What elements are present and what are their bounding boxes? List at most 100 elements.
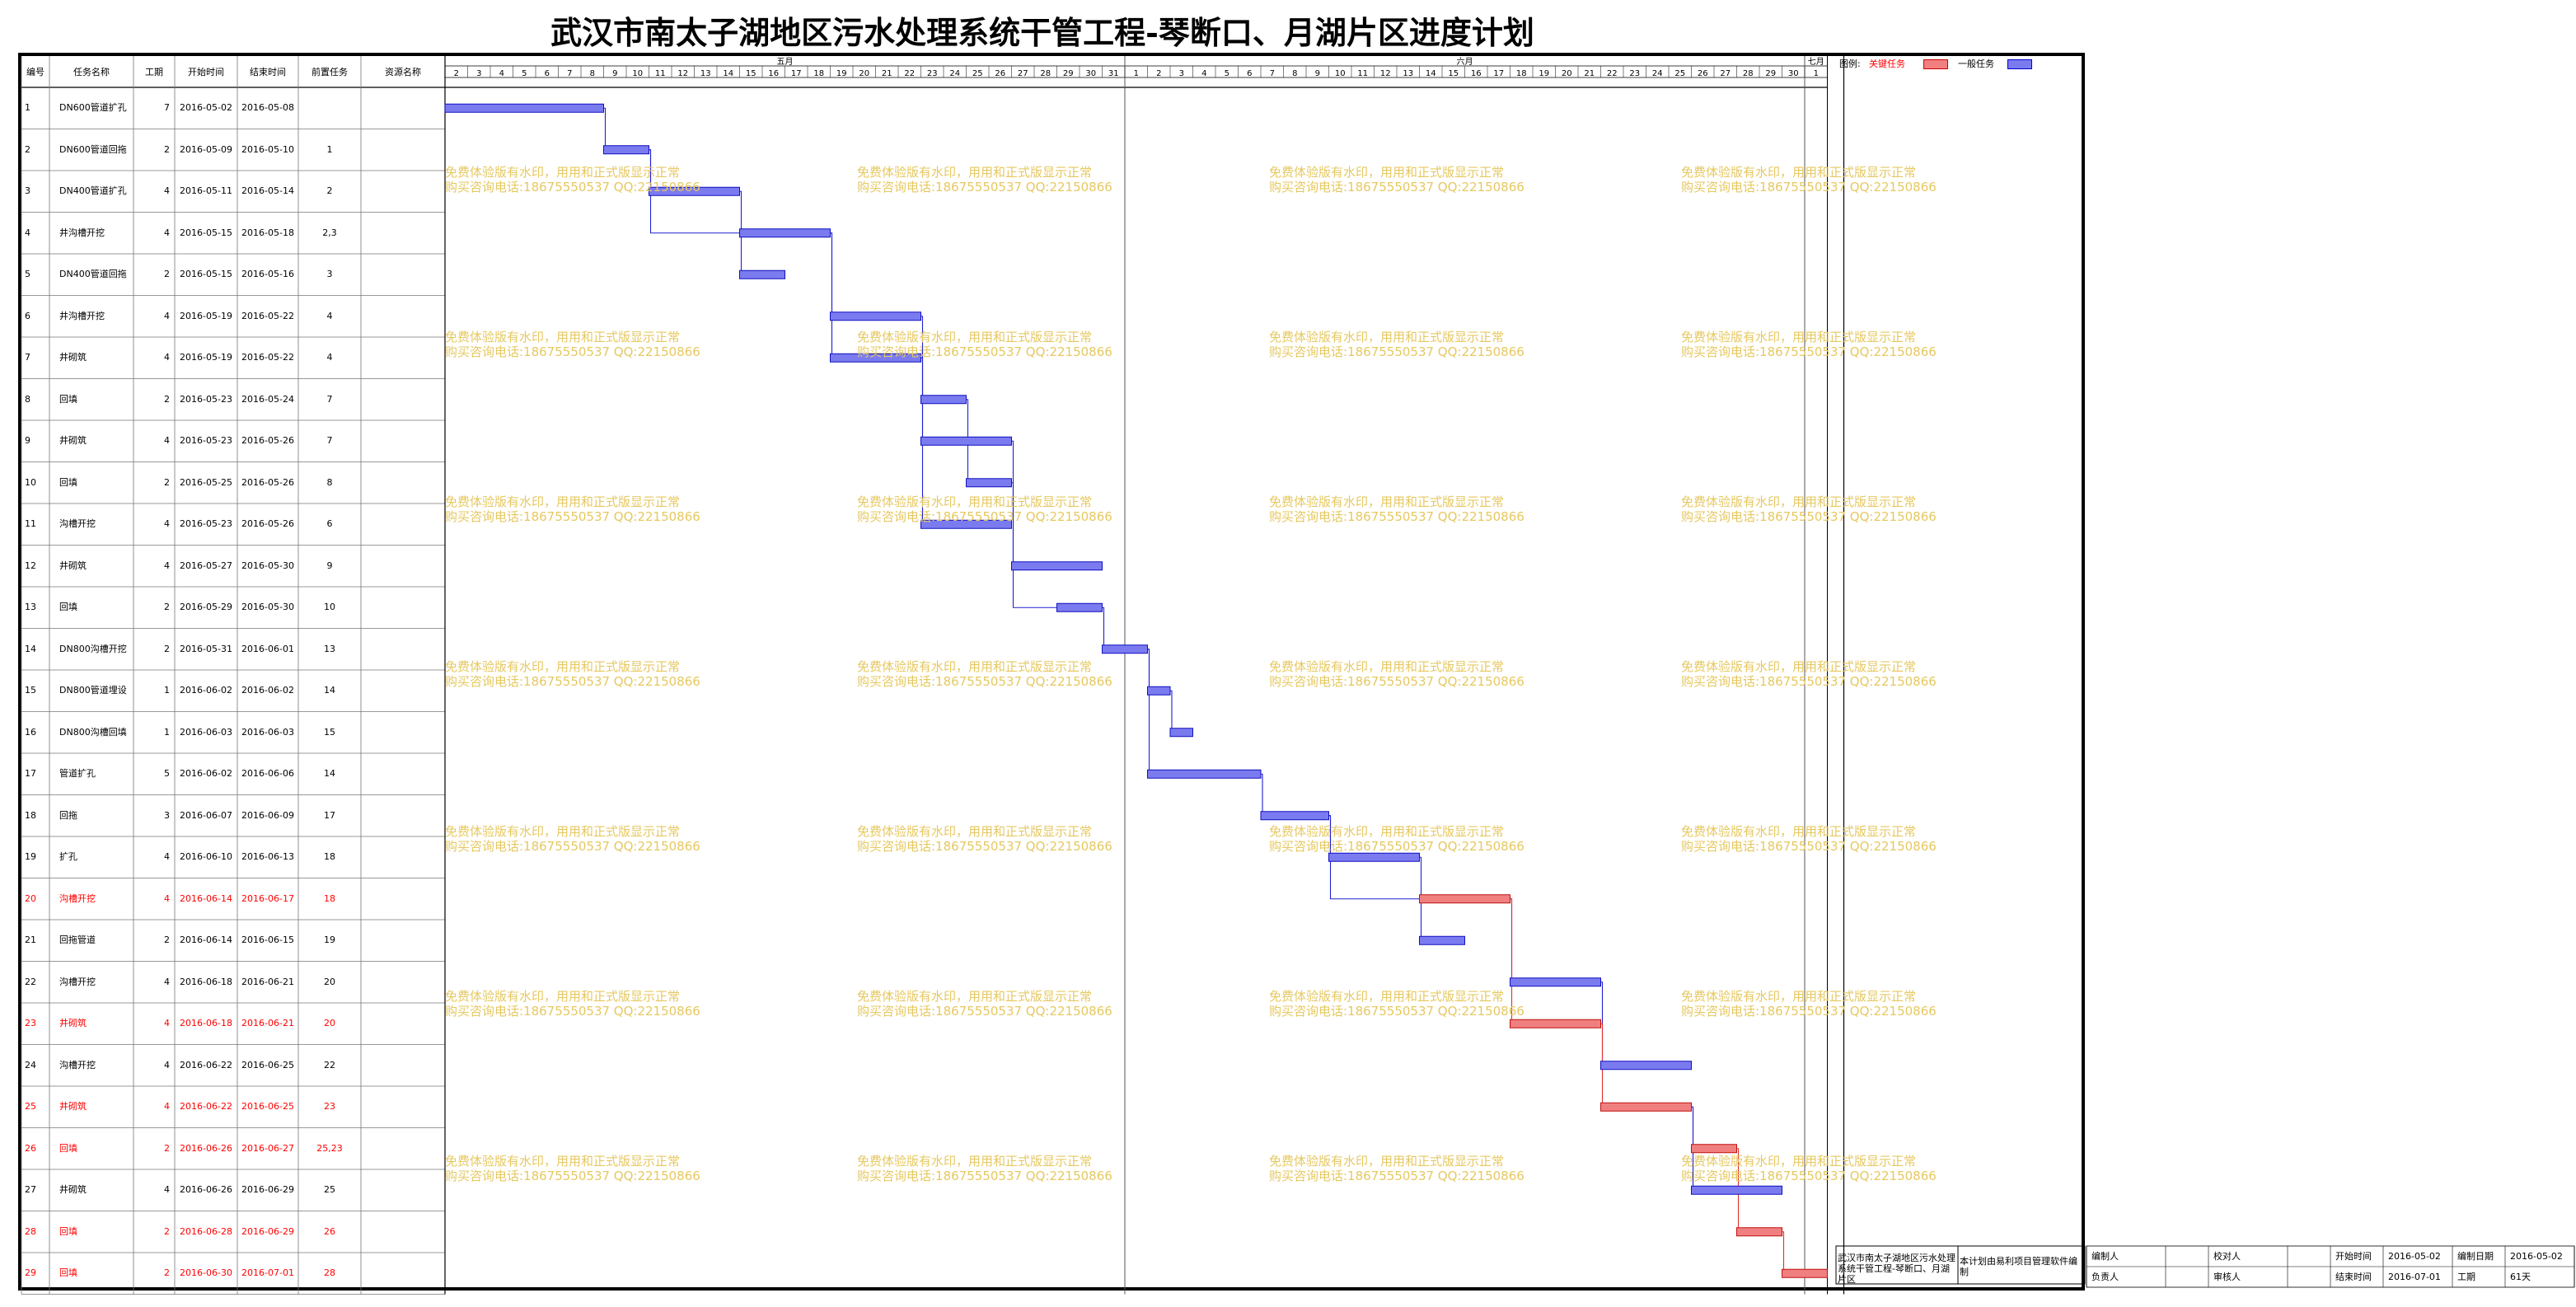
day-label: 11 <box>655 69 666 78</box>
cell-pred: 23 <box>324 1101 335 1113</box>
task-bar[interactable] <box>1419 935 1465 945</box>
day-label: 2 <box>1156 69 1161 78</box>
task-bar[interactable] <box>966 478 1012 488</box>
watermark-line-2: 购买咨询电话:18675550537 QQ:22150866 <box>1681 839 1937 854</box>
cell-pred: 25,23 <box>316 1142 343 1154</box>
task-bar[interactable] <box>1510 977 1601 987</box>
critical-task-bar[interactable] <box>1419 894 1510 904</box>
cell-name: 管道扩孔 <box>59 768 96 780</box>
task-bar[interactable] <box>649 186 740 196</box>
cell-pred: 1 <box>326 143 333 155</box>
info-project: 武汉市南太子湖地区污水处理系统干管工程-琴断口、月湖片区 <box>1838 1253 1955 1285</box>
cell-start: 2016-06-07 <box>180 809 232 821</box>
task-bar[interactable] <box>1147 686 1171 696</box>
cell-id: 19 <box>25 851 36 863</box>
task-bar[interactable] <box>444 103 604 113</box>
watermark-line-2: 购买咨询电话:18675550537 QQ:22150866 <box>1269 344 1525 359</box>
watermark-line-1: 免费体验版有水印，用用和正式版显示正常 <box>857 989 1093 1004</box>
cell-start: 2016-06-22 <box>180 1101 232 1113</box>
day-label: 2 <box>454 69 459 78</box>
cell-end: 2016-05-22 <box>241 310 294 321</box>
task-bar[interactable] <box>1600 1061 1692 1070</box>
watermark-line-1: 免费体验版有水印，用用和正式版显示正常 <box>445 989 681 1004</box>
cell-id: 28 <box>25 1225 36 1237</box>
watermark-line-1: 免费体验版有水印，用用和正式版显示正常 <box>445 165 681 180</box>
task-bar[interactable] <box>920 395 967 405</box>
watermark-text: 免费体验版有水印，用用和正式版显示正常 购买咨询电话:18675550537 QQ… <box>445 165 700 194</box>
cell-end: 2016-05-14 <box>241 185 294 197</box>
day-label: 12 <box>677 69 688 78</box>
critical-task-bar[interactable] <box>1600 1102 1692 1112</box>
day-label: 14 <box>723 69 733 78</box>
cell-name: 井砌筑 <box>59 352 87 363</box>
cell-start: 2016-06-28 <box>180 1225 232 1237</box>
dependency-link <box>1102 607 1105 650</box>
watermark-line-1: 免费体验版有水印，用用和正式版显示正常 <box>1681 824 1917 839</box>
watermark-line-1: 免费体验版有水印，用用和正式版显示正常 <box>1269 494 1505 509</box>
day-label: 7 <box>1270 69 1275 78</box>
cell-id: 11 <box>25 518 36 530</box>
day-label: 1 <box>1134 69 1139 78</box>
col-end-header: 结束时间 <box>250 67 286 77</box>
task-bar[interactable] <box>1056 602 1103 612</box>
task-bar[interactable] <box>830 353 921 363</box>
watermark-line-2: 购买咨询电话:18675550537 QQ:22150866 <box>445 180 700 194</box>
cell-end: 2016-06-01 <box>241 643 294 654</box>
task-bar[interactable] <box>1691 1185 1782 1195</box>
watermark-line-1: 免费体验版有水印，用用和正式版显示正常 <box>1681 330 1917 344</box>
cell-end: 2016-07-01 <box>241 1267 294 1279</box>
task-bar[interactable] <box>1147 769 1262 779</box>
critical-task-bar[interactable] <box>1510 1019 1601 1028</box>
critical-task-bar[interactable] <box>1736 1227 1782 1237</box>
cell-name: 井沟槽开挖 <box>59 227 105 238</box>
cell-id: 17 <box>25 768 36 780</box>
task-bar[interactable] <box>1328 852 1420 862</box>
cell-name: 井砌筑 <box>59 560 87 571</box>
task-bar[interactable] <box>739 228 831 238</box>
task-bar[interactable] <box>603 145 649 155</box>
dependency-link <box>1147 649 1150 775</box>
critical-task-bar[interactable] <box>1691 1144 1737 1154</box>
col-resource-header: 资源名称 <box>385 67 421 77</box>
task-bar[interactable] <box>830 312 921 321</box>
day-label: 28 <box>1040 69 1051 78</box>
day-label: 23 <box>1629 69 1640 78</box>
cell-pred: 6 <box>326 518 333 530</box>
task-bar[interactable] <box>739 269 785 279</box>
cell-dur: 2 <box>164 1225 170 1237</box>
cell-dur: 4 <box>164 227 170 238</box>
day-label: 26 <box>995 69 1005 78</box>
watermark-text: 免费体验版有水印，用用和正式版显示正常 购买咨询电话:18675550537 QQ… <box>1269 1154 1525 1183</box>
cell-end: 2016-06-27 <box>241 1142 294 1154</box>
watermark-line-2: 购买咨询电话:18675550537 QQ:22150866 <box>1269 1004 1525 1019</box>
day-label: 21 <box>882 69 892 78</box>
task-bar[interactable] <box>1260 811 1329 821</box>
info-note: 本计划由易利项目管理软件编制 <box>1960 1256 2077 1277</box>
watermark-text: 免费体验版有水印，用用和正式版显示正常 购买咨询电话:18675550537 QQ… <box>1269 330 1525 359</box>
cell-id: 18 <box>25 809 36 821</box>
cell-dur: 2 <box>164 643 170 654</box>
col-start-header: 开始时间 <box>188 67 224 77</box>
cell-name: 回填 <box>59 476 77 488</box>
day-label: 30 <box>1788 69 1799 78</box>
cell-id: 10 <box>25 476 36 488</box>
task-bar[interactable] <box>1011 561 1103 571</box>
cell-dur: 4 <box>164 560 170 571</box>
critical-task-bar[interactable] <box>1782 1268 1828 1278</box>
watermark-line-1: 免费体验版有水印，用用和正式版显示正常 <box>1681 494 1917 509</box>
cell-name: 沟槽开挖 <box>59 976 96 987</box>
task-bar[interactable] <box>1102 644 1148 654</box>
task-bar[interactable] <box>920 519 1012 529</box>
cell-dur: 4 <box>164 851 170 863</box>
task-bar[interactable] <box>920 436 1012 446</box>
task-bar[interactable] <box>1169 728 1193 738</box>
watermark-line-1: 免费体验版有水印，用用和正式版显示正常 <box>445 494 681 509</box>
day-label: 12 <box>1380 69 1391 78</box>
day-label: 4 <box>1201 69 1206 78</box>
cell-name: DN400管道扩孔 <box>59 185 127 197</box>
cell-id: 5 <box>25 269 30 280</box>
cell-name: 沟槽开挖 <box>59 1059 96 1070</box>
watermark-line-1: 免费体验版有水印，用用和正式版显示正常 <box>445 330 681 344</box>
cell-start: 2016-06-02 <box>180 768 232 780</box>
cell-end: 2016-06-25 <box>241 1101 294 1113</box>
